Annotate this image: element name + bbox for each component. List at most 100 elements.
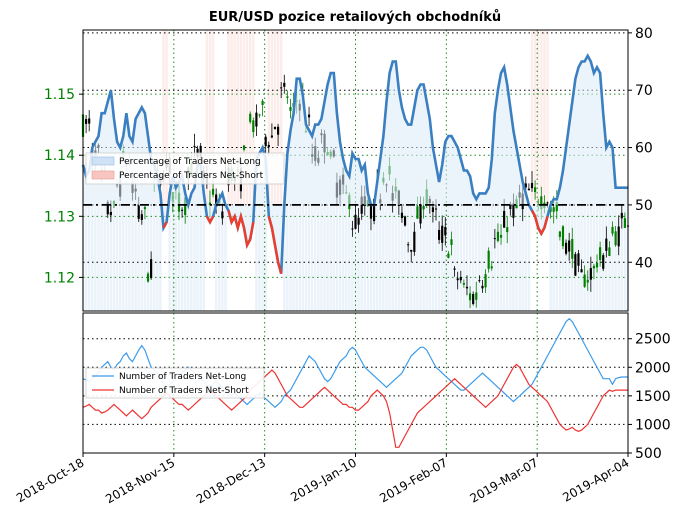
background-bar bbox=[94, 204, 97, 311]
candle-body bbox=[503, 211, 506, 228]
background-bar bbox=[214, 204, 218, 311]
count-tick-label: 1500 bbox=[635, 389, 671, 405]
background-bar bbox=[205, 30, 209, 205]
background-bar bbox=[180, 204, 184, 311]
background-bar bbox=[592, 204, 596, 311]
background-bar bbox=[419, 204, 422, 311]
background-bar bbox=[484, 204, 487, 311]
candle-body bbox=[465, 286, 469, 289]
candle-body bbox=[280, 87, 283, 89]
background-bar bbox=[366, 204, 370, 311]
right-tick-label: 80 bbox=[635, 26, 653, 42]
candle-body bbox=[289, 107, 292, 111]
candle-body bbox=[574, 254, 577, 276]
candle-body bbox=[410, 249, 413, 252]
count-tick-label: 2000 bbox=[635, 360, 671, 376]
background-bar bbox=[555, 204, 558, 311]
candle-body bbox=[577, 253, 580, 266]
net-short-segment bbox=[227, 210, 255, 249]
background-bar bbox=[512, 204, 515, 311]
background-bar bbox=[211, 30, 215, 205]
background-bar bbox=[140, 204, 144, 311]
legend-net-short-label: Percentage of Traders Net-Short bbox=[119, 171, 264, 181]
candle-body bbox=[493, 238, 496, 240]
background-bar bbox=[478, 204, 481, 311]
candle-body bbox=[258, 114, 261, 116]
candle-body bbox=[283, 82, 286, 87]
background-bar bbox=[91, 204, 94, 311]
candle-body bbox=[249, 113, 252, 123]
candle-body bbox=[438, 229, 441, 240]
candle-body bbox=[614, 231, 617, 246]
background-bar bbox=[450, 204, 453, 311]
background-bar bbox=[465, 204, 469, 311]
left-tick-label: 1.14 bbox=[44, 148, 75, 164]
candle-body bbox=[211, 188, 215, 195]
background-bar bbox=[348, 204, 351, 311]
candle-body bbox=[527, 188, 531, 191]
candle-body bbox=[546, 202, 549, 204]
legend-net-long-swatch bbox=[91, 156, 115, 166]
background-bar bbox=[221, 204, 224, 311]
candle-body bbox=[270, 135, 273, 138]
background-bar bbox=[481, 204, 484, 311]
candle-body bbox=[506, 227, 509, 233]
background-bar bbox=[292, 204, 295, 311]
background-bar bbox=[304, 204, 308, 311]
candle-body bbox=[499, 234, 503, 238]
background-bar bbox=[379, 204, 382, 311]
candle-body bbox=[193, 145, 196, 147]
candle-body bbox=[608, 247, 611, 256]
background-bar bbox=[153, 204, 156, 311]
net-short-segment bbox=[205, 215, 215, 225]
background-bar bbox=[332, 204, 336, 311]
candle-body bbox=[267, 144, 270, 148]
background-bar bbox=[341, 204, 345, 311]
background-bar bbox=[397, 204, 401, 311]
background-bar bbox=[434, 204, 438, 311]
candle-body bbox=[137, 205, 140, 219]
candle-body bbox=[431, 207, 435, 212]
background-bar bbox=[97, 204, 100, 311]
background-bar bbox=[527, 204, 531, 311]
background-bar bbox=[118, 204, 122, 311]
background-bar bbox=[354, 204, 357, 311]
net-short-segment bbox=[162, 221, 168, 229]
date-tick-label: 2019-Mar-07 bbox=[468, 455, 541, 505]
background-bar bbox=[611, 204, 614, 311]
candle-body bbox=[496, 231, 500, 241]
background-bar bbox=[261, 204, 264, 311]
candle-body bbox=[146, 273, 150, 282]
background-bar bbox=[493, 204, 497, 311]
background-bar bbox=[279, 30, 283, 205]
date-tick-label: 2018-Dec-13 bbox=[194, 455, 268, 506]
background-bar bbox=[276, 30, 280, 205]
candle-body bbox=[261, 100, 264, 105]
background-bar bbox=[227, 30, 230, 205]
background-bar bbox=[475, 204, 478, 311]
right-tick-label: 70 bbox=[635, 83, 653, 99]
background-bar bbox=[174, 204, 178, 311]
candle-body bbox=[602, 255, 605, 269]
background-bar bbox=[109, 204, 113, 311]
chart-title: EUR/USD pozice retailových obchodníků bbox=[209, 10, 501, 25]
candle-body bbox=[252, 120, 255, 132]
background-bar bbox=[360, 204, 363, 311]
background-bar bbox=[605, 204, 608, 311]
background-bar bbox=[490, 204, 493, 311]
background-bar bbox=[437, 204, 441, 311]
background-bar bbox=[137, 204, 140, 311]
date-tick-label: 2019-Jan-10 bbox=[288, 455, 359, 504]
background-bar bbox=[552, 204, 555, 311]
background-bar bbox=[345, 204, 348, 311]
candle-body bbox=[416, 206, 419, 219]
background-bar bbox=[301, 204, 305, 311]
candle-body bbox=[552, 207, 555, 212]
candle-body bbox=[403, 216, 407, 226]
candle-body bbox=[351, 228, 354, 230]
background-bar bbox=[134, 204, 137, 311]
background-bar bbox=[614, 204, 617, 311]
background-bar bbox=[146, 204, 150, 311]
candle-body bbox=[255, 112, 258, 127]
candle-body bbox=[558, 231, 561, 237]
